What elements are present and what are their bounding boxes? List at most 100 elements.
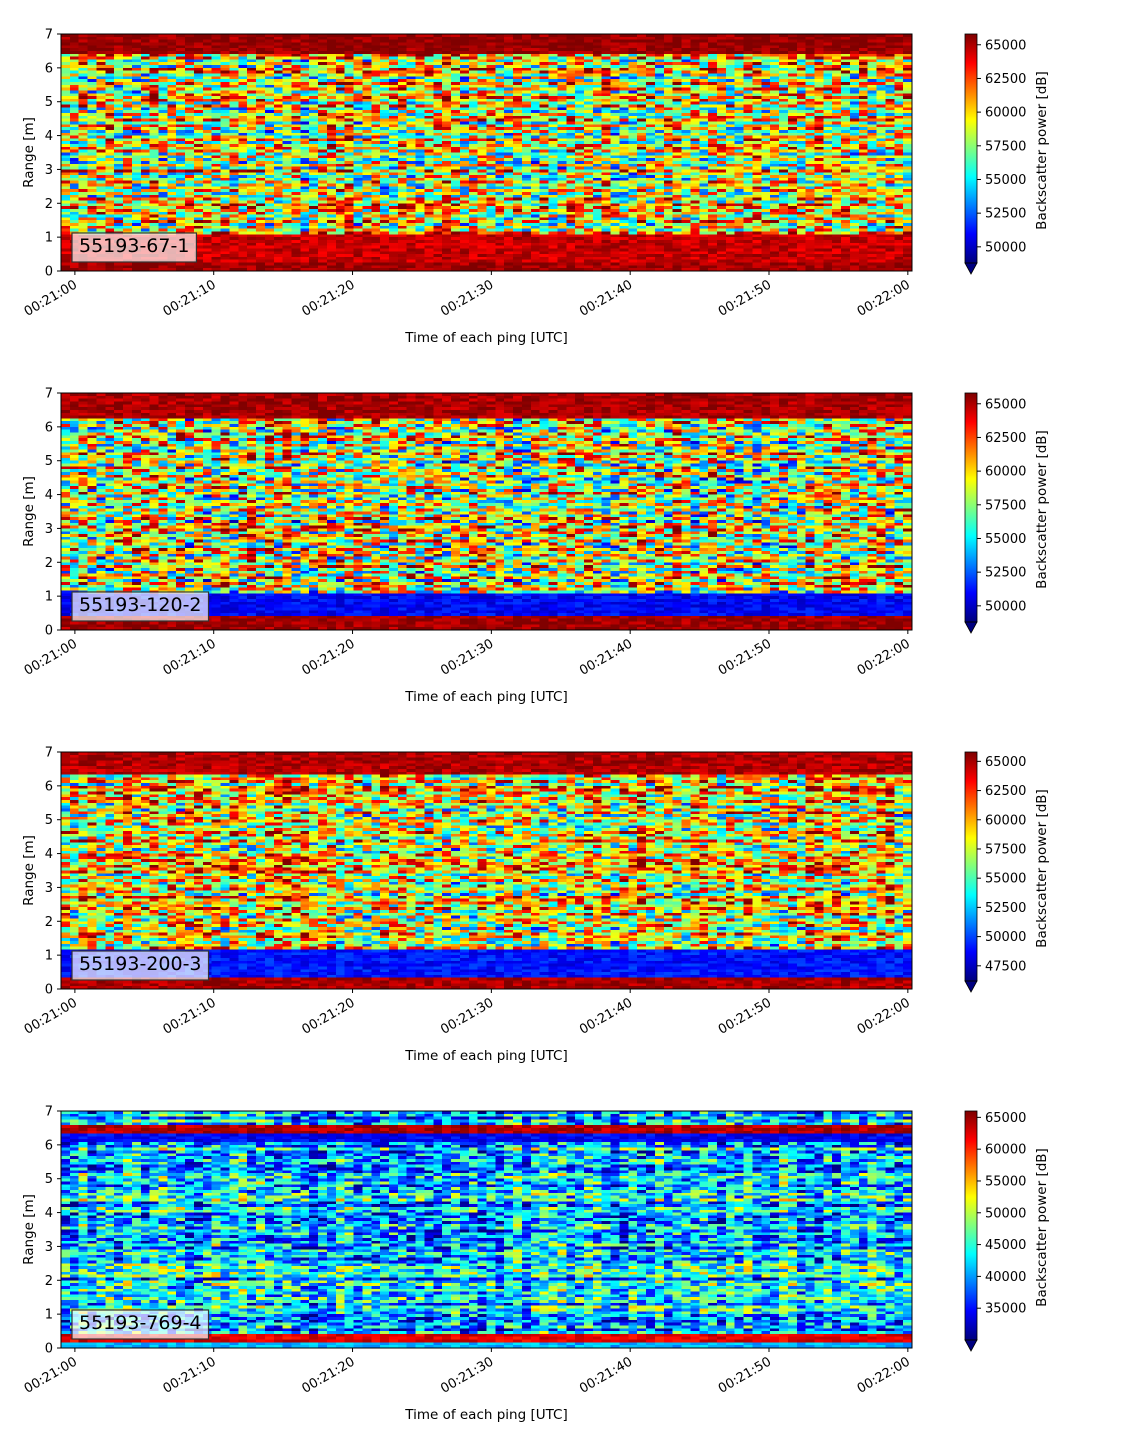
panel-3: 0 1 2 3 4 5 6 7 00:21:00 00:21:10 00:21:20 00:21:30…: [21, 746, 1050, 1065]
x-tick-label: 00:22:00: [855, 277, 913, 319]
x-axis-label: Time of each ping [UTC]: [404, 1407, 568, 1423]
y-tick-label: 2: [45, 556, 53, 571]
y-tick-label: 2: [45, 1274, 53, 1289]
y-tick-label: 3: [45, 1240, 53, 1255]
x-tick-label: 00:21:10: [161, 1354, 219, 1396]
plot-frame: [60, 33, 913, 272]
colorbar-tick-label: 57500: [985, 498, 1026, 513]
x-tick-label: 00:21:50: [716, 636, 774, 678]
colorbar-tick-label: 60000: [985, 106, 1026, 121]
colorbar-tick-label: 65000: [985, 38, 1026, 53]
panel-tag: 55193-200-3: [71, 950, 210, 981]
panel-tag: 55193-120-2: [71, 591, 210, 622]
heatmap-image: [61, 1111, 912, 1348]
colorbar-extend-arrow: [964, 621, 978, 634]
y-tick-label: 4: [45, 488, 53, 503]
colorbar-frame: [964, 33, 978, 264]
y-tick-label: 7: [45, 746, 53, 761]
x-tick-label: 00:22:00: [855, 636, 913, 678]
x-tick-label: 00:21:10: [161, 277, 219, 319]
y-tick-label: 3: [45, 163, 53, 178]
colorbar-tick-label: 52500: [985, 566, 1026, 581]
x-tick-label: 00:21:00: [22, 636, 80, 678]
colorbar-tick-label: 65000: [985, 755, 1026, 770]
colorbar-tick-label: 60000: [985, 1143, 1026, 1158]
x-tick-label: 00:21:20: [299, 636, 357, 678]
panel-2: 0 1 2 3 4 5 6 7 00:21:00 00:21:10 00:21:20 00:21:30…: [21, 387, 1050, 706]
colorbar-tick-label: 35000: [985, 1302, 1026, 1317]
y-tick-label: 5: [45, 454, 53, 469]
colorbar-tick-label: 55000: [985, 1174, 1026, 1189]
y-tick-label: 7: [45, 387, 53, 402]
colorbar-tick-label: 50000: [985, 240, 1026, 255]
x-tick-label: 00:21:40: [577, 995, 635, 1037]
colorbar-tick-label: 60000: [985, 465, 1026, 480]
x-tick-label: 00:21:20: [299, 995, 357, 1037]
plot-frame: [60, 1110, 913, 1349]
x-tick-label: 00:21:40: [577, 1354, 635, 1396]
colorbar-tick-label: 62500: [985, 784, 1026, 799]
y-tick-label: 6: [45, 61, 53, 76]
colorbar: 47500 50000 52500 55000 57500 60000 62500 65000…: [964, 751, 1050, 993]
colorbar-tick-label: 60000: [985, 813, 1026, 828]
panel-1: 0 1 2 3 4 5 6 7 00:21:00 00:21:10 00:21:20 00:21:30…: [21, 28, 1050, 347]
y-axis-label: Range [m]: [21, 476, 37, 547]
panel-tag-box: [71, 232, 198, 263]
colorbar-tick-label: 55000: [985, 872, 1026, 887]
colorbar-label: Backscatter power [dB]: [1034, 430, 1050, 589]
y-tick-label: 2: [45, 197, 53, 212]
y-tick-label: 6: [45, 420, 53, 435]
colorbar: 50000 52500 55000 57500 60000 62500 65000 Backs…: [964, 392, 1050, 634]
panel-tag-label: 55193-200-3: [79, 953, 202, 975]
colorbar-gradient: [965, 752, 977, 981]
x-tick-label: 00:21:30: [438, 1354, 496, 1396]
y-tick-label: 5: [45, 1172, 53, 1187]
colorbar-tick-label: 40000: [985, 1270, 1026, 1285]
colorbar-tick-label: 45000: [985, 1238, 1026, 1253]
y-tick-label: 0: [45, 1342, 53, 1357]
colorbar-label: Backscatter power [dB]: [1034, 71, 1050, 230]
colorbar-tick-label: 47500: [985, 959, 1026, 974]
plot-frame: [60, 392, 913, 631]
colorbar-tick-label: 50000: [985, 599, 1026, 614]
x-tick-label: 00:21:20: [299, 277, 357, 319]
x-tick-label: 00:21:30: [438, 995, 496, 1037]
colorbar-tick-label: 65000: [985, 1111, 1026, 1126]
x-tick-label: 00:21:50: [716, 1354, 774, 1396]
x-tick-label: 00:21:10: [161, 636, 219, 678]
x-axis-label: Time of each ping [UTC]: [404, 330, 568, 346]
colorbar-frame: [964, 392, 978, 623]
x-tick-label: 00:22:00: [855, 995, 913, 1037]
colorbar-frame: [964, 751, 978, 982]
colorbar-label: Backscatter power [dB]: [1034, 1148, 1050, 1307]
y-tick-label: 3: [45, 881, 53, 896]
x-tick-label: 00:21:40: [577, 636, 635, 678]
colorbar-frame: [964, 1110, 978, 1341]
plot-frame: [60, 751, 913, 990]
panel-tag-box: [71, 950, 210, 981]
y-tick-label: 7: [45, 28, 53, 43]
colorbar-tick-label: 62500: [985, 431, 1026, 446]
y-tick-label: 2: [45, 915, 53, 930]
x-axis-label: Time of each ping [UTC]: [404, 1048, 568, 1064]
y-tick-label: 4: [45, 1206, 53, 1221]
panel-tag: 55193-67-1: [71, 232, 198, 263]
y-axis-label: Range [m]: [21, 1194, 37, 1265]
colorbar-tick-label: 55000: [985, 173, 1026, 188]
panel-4: 0 1 2 3 4 5 6 7 00:21:00 00:21:10 00:21:20 00:21:30…: [21, 1105, 1050, 1424]
y-tick-label: 3: [45, 522, 53, 537]
panel-tag-box: [71, 1309, 210, 1340]
colorbar-tick-label: 57500: [985, 842, 1026, 857]
colorbar-extend-arrow: [964, 1339, 978, 1352]
heatmap-image: [61, 34, 912, 271]
panel-tag-label: 55193-769-4: [79, 1312, 202, 1334]
y-tick-label: 7: [45, 1105, 53, 1120]
panel-tag-label: 55193-67-1: [79, 235, 189, 257]
x-tick-label: 00:21:30: [438, 636, 496, 678]
colorbar: 35000 40000 45000 50000 55000 60000 65000 Backs…: [964, 1110, 1050, 1352]
x-axis-label: Time of each ping [UTC]: [404, 689, 568, 705]
colorbar-tick-label: 52500: [985, 901, 1026, 916]
colorbar-gradient: [965, 1111, 977, 1340]
colorbar-gradient: [965, 34, 977, 263]
